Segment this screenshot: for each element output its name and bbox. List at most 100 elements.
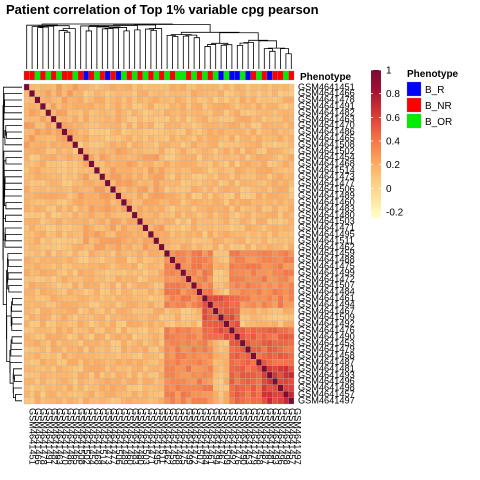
heatmap-cell: [229, 199, 235, 206]
heatmap-cell: [207, 301, 214, 309]
heatmap-cell: [283, 378, 289, 385]
heatmap-cell: [272, 231, 278, 238]
heatmap-cell: [153, 397, 160, 405]
heatmap-cell: [212, 365, 219, 373]
heatmap-cell: [40, 314, 46, 321]
heatmap-cell: [77, 346, 84, 353]
heatmap-cell: [23, 269, 30, 277]
heatmap-cell: [250, 115, 257, 123]
heatmap-cell: [196, 371, 203, 379]
heatmap-cell: [121, 173, 127, 181]
heatmap-cell: [212, 128, 219, 136]
heatmap-cell: [164, 339, 170, 347]
heatmap-cell: [126, 179, 133, 187]
heatmap-cell: [283, 256, 289, 264]
heatmap-cell: [218, 173, 224, 181]
color-scale-swatch: [371, 181, 381, 184]
heatmap-cell: [131, 378, 138, 385]
heatmap-cell: [23, 397, 30, 405]
heatmap-cell: [185, 275, 192, 283]
heatmap-cell: [223, 179, 230, 187]
heatmap-cell: [148, 282, 154, 289]
heatmap-cell: [266, 179, 273, 187]
heatmap-cell: [169, 346, 176, 353]
heatmap-cell: [250, 135, 257, 142]
annotation-cell: [229, 70, 235, 81]
heatmap-cell: [234, 224, 241, 232]
heatmap-cell: [40, 397, 46, 405]
heatmap-cell: [283, 167, 289, 174]
heatmap-cell: [50, 103, 57, 110]
heatmap-cell: [67, 359, 73, 366]
heatmap-cell: [142, 352, 149, 360]
heatmap-cell: [229, 115, 235, 123]
column-label: GSM4641458: [255, 408, 265, 465]
heatmap-cell: [142, 397, 149, 405]
heatmap-cell: [164, 160, 170, 168]
heatmap-cell: [45, 147, 52, 155]
column-dendrogram-branch: [37, 25, 55, 69]
heatmap-cell: [99, 301, 106, 309]
heatmap-cell: [137, 327, 143, 334]
heatmap-cell: [67, 135, 73, 142]
heatmap-cell: [121, 384, 127, 392]
heatmap-cell: [61, 173, 68, 181]
heatmap-cell: [272, 96, 278, 104]
heatmap-cell: [196, 128, 203, 136]
heatmap-cell: [164, 282, 170, 289]
heatmap-cell: [110, 211, 116, 219]
heatmap-cell: [277, 147, 284, 155]
heatmap-cell: [288, 346, 295, 353]
heatmap-cell: [256, 301, 262, 309]
heatmap-cell: [256, 224, 262, 232]
heatmap-cell: [207, 263, 214, 270]
column-dendrogram-branch: [26, 24, 58, 69]
column-dendrogram-branch: [108, 27, 119, 69]
heatmap-cell: [148, 237, 154, 245]
heatmap-cell: [34, 371, 41, 379]
heatmap-cell: [104, 141, 111, 149]
heatmap-cell: [196, 365, 203, 373]
heatmap-cell: [158, 359, 165, 366]
annotation-cell: [131, 70, 138, 81]
heatmap-cell: [83, 90, 89, 97]
heatmap-cell: [88, 307, 95, 315]
heatmap-cell: [67, 192, 73, 200]
heatmap-cell: [94, 237, 100, 245]
heatmap-cell: [61, 282, 68, 289]
column-dendrogram-branch: [85, 30, 92, 69]
heatmap-cell: [56, 192, 62, 200]
heatmap-cell: [50, 339, 57, 347]
heatmap-cell: [245, 141, 251, 149]
heatmap-cell: [191, 378, 197, 385]
row-dendrogram-branch: [10, 339, 22, 350]
heatmap-cell: [185, 173, 192, 181]
heatmap-cell: [137, 320, 143, 328]
heatmap-cell: [88, 109, 95, 117]
heatmap-cell: [256, 115, 262, 123]
heatmap-cell: [196, 295, 203, 302]
heatmap-cell: [121, 263, 127, 270]
heatmap-cell: [83, 365, 89, 373]
heatmap-cell: [288, 397, 295, 405]
heatmap-cell: [34, 320, 41, 328]
heatmap-cell: [229, 282, 235, 289]
heatmap-cell: [169, 327, 176, 334]
heatmap-cell: [115, 122, 122, 129]
heatmap-cell: [121, 371, 127, 379]
heatmap-cell: [239, 320, 246, 328]
heatmap-cell: [148, 275, 154, 283]
heatmap-cell: [180, 256, 187, 264]
heatmap-cell: [261, 295, 268, 302]
heatmap-cell: [256, 320, 262, 328]
heatmap-cell: [288, 141, 295, 149]
heatmap-cell: [245, 135, 251, 142]
heatmap-cell: [77, 96, 84, 104]
heatmap-cell: [158, 314, 165, 321]
heatmap-cell: [185, 231, 192, 238]
heatmap-cell: [223, 237, 230, 245]
heatmap-cell: [23, 173, 30, 181]
heatmap-cell: [23, 307, 30, 315]
heatmap-cell: [115, 135, 122, 142]
heatmap-cell: [212, 160, 219, 168]
